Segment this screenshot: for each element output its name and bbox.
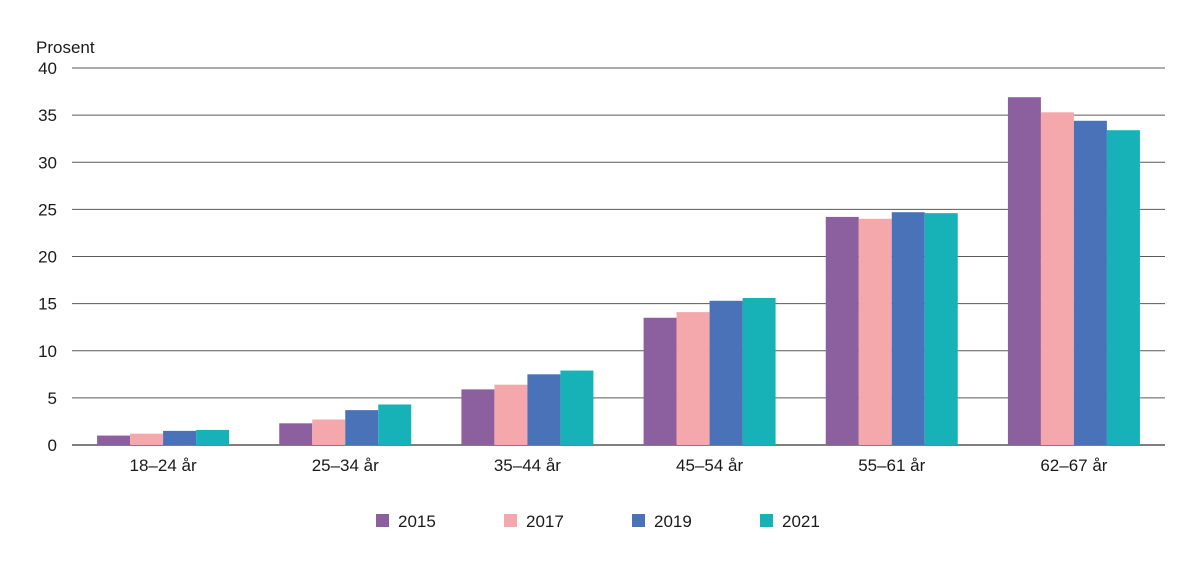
bar-2019-4 bbox=[709, 300, 743, 445]
bar-2017-4 bbox=[676, 312, 710, 445]
x-tick-label: 45–54 år bbox=[676, 456, 743, 475]
x-axis-ticks: 18–24 år 25–34 år 35–44 år 45–54 år 55–61 år… bbox=[130, 456, 1108, 475]
y-tick-label: 15 bbox=[38, 295, 57, 314]
bar-2017-6 bbox=[1040, 112, 1074, 446]
bar-2021-6 bbox=[1106, 130, 1140, 445]
legend-swatch-2015 bbox=[376, 514, 389, 527]
bar-2017-5 bbox=[858, 218, 892, 445]
bar-2015-6 bbox=[1007, 97, 1041, 445]
y-tick-label: 25 bbox=[38, 200, 57, 219]
bar-2017-3 bbox=[494, 384, 528, 445]
bar-2019-5 bbox=[891, 212, 925, 445]
bar-2017-1 bbox=[130, 433, 164, 445]
y-tick-label: 35 bbox=[38, 106, 57, 125]
x-tick-label: 18–24 år bbox=[130, 456, 197, 475]
bar-2021-2 bbox=[378, 404, 412, 445]
legend-label-2015: 2015 bbox=[398, 512, 436, 531]
legend-label-2019: 2019 bbox=[654, 512, 692, 531]
bar-2015-1 bbox=[97, 435, 131, 445]
bars bbox=[97, 97, 1140, 446]
y-tick-label: 5 bbox=[48, 389, 57, 408]
bar-2019-2 bbox=[345, 410, 379, 445]
y-tick-label: 30 bbox=[38, 153, 57, 172]
bar-2021-4 bbox=[742, 297, 776, 445]
x-tick-label: 62–67 år bbox=[1040, 456, 1107, 475]
bar-2015-5 bbox=[825, 216, 859, 445]
x-tick-label: 55–61 år bbox=[858, 456, 925, 475]
bar-2021-1 bbox=[196, 429, 230, 445]
y-tick-label: 0 bbox=[48, 436, 57, 455]
legend-swatch-2019 bbox=[632, 514, 645, 527]
bar-2015-4 bbox=[643, 317, 677, 445]
legend-label-2021: 2021 bbox=[782, 512, 820, 531]
y-tick-label: 10 bbox=[38, 342, 57, 361]
bar-2019-3 bbox=[527, 374, 561, 445]
bar-2015-2 bbox=[279, 423, 313, 445]
x-tick-label: 25–34 år bbox=[312, 456, 379, 475]
y-tick-label: 20 bbox=[38, 248, 57, 267]
bar-2019-6 bbox=[1073, 120, 1107, 445]
legend: 2015 2017 2019 2021 bbox=[376, 512, 820, 531]
bar-2021-3 bbox=[560, 370, 594, 445]
legend-swatch-2017 bbox=[504, 514, 517, 527]
y-axis-label: Prosent bbox=[36, 38, 95, 57]
x-tick-label: 35–44 år bbox=[494, 456, 561, 475]
bar-2021-5 bbox=[924, 213, 958, 445]
legend-swatch-2021 bbox=[760, 514, 773, 527]
legend-label-2017: 2017 bbox=[526, 512, 564, 531]
bar-2017-2 bbox=[312, 419, 346, 445]
y-tick-label: 40 bbox=[38, 59, 57, 78]
bar-2019-1 bbox=[163, 430, 197, 445]
y-axis-ticks: 0 5 10 15 20 25 30 35 40 bbox=[38, 59, 57, 455]
bar-2015-3 bbox=[461, 389, 495, 445]
gridlines bbox=[72, 67, 1165, 446]
